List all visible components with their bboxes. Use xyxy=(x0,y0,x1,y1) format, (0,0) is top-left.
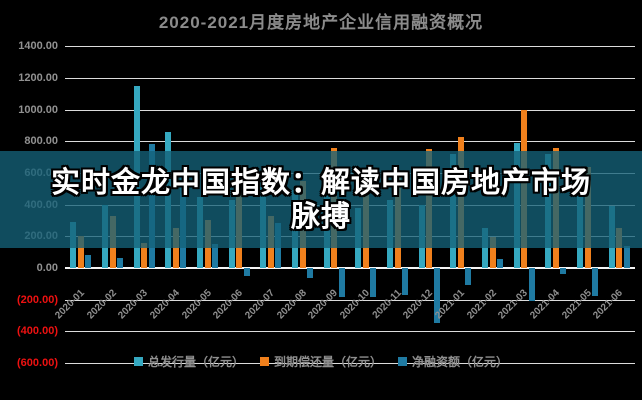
bar-2021-03-s2[interactable] xyxy=(528,268,535,302)
bar-2020-01-s1[interactable] xyxy=(77,235,84,268)
bar-2021-04-s2[interactable] xyxy=(560,268,567,274)
y-tick-label: (400.00) xyxy=(17,325,58,338)
gridline-800 xyxy=(65,141,635,143)
legend-label: 总发行量（亿元） xyxy=(147,355,244,369)
bar-2021-02-s1[interactable] xyxy=(489,237,496,268)
bar-2020-12-s2[interactable] xyxy=(433,268,440,324)
legend-label: 到期偿还量（亿元） xyxy=(273,355,382,369)
bar-2020-04-s1[interactable] xyxy=(172,228,179,268)
legend-item-1[interactable]: 到期偿还量（亿元） xyxy=(259,353,382,370)
gridline-1200 xyxy=(65,77,635,79)
legend-label: 净融资额（亿元） xyxy=(412,355,509,369)
bar-2020-06-s2[interactable] xyxy=(243,268,250,276)
bar-2021-06-s1[interactable] xyxy=(616,228,623,268)
bar-2021-01-s2[interactable] xyxy=(465,268,472,285)
legend-swatch-icon xyxy=(398,357,407,366)
bar-2020-10-s2[interactable] xyxy=(370,268,377,297)
y-tick-label: (200.00) xyxy=(17,293,58,306)
legend-item-0[interactable]: 总发行量（亿元） xyxy=(133,353,244,370)
y-tick-label: 1400.00 xyxy=(18,40,58,53)
gridline-1000 xyxy=(65,109,635,111)
y-tick-label: 1000.00 xyxy=(18,103,58,116)
bar-2021-02-s0[interactable] xyxy=(482,228,488,268)
y-tick-label: 800.00 xyxy=(24,135,58,148)
bar-2020-09-s2[interactable] xyxy=(338,268,345,297)
chart-legend: 总发行量（亿元） 到期偿还量（亿元） 净融资额（亿元） xyxy=(0,353,642,370)
legend-swatch-icon xyxy=(259,357,269,366)
legend-swatch-icon xyxy=(133,357,143,366)
gridline--200 xyxy=(65,299,635,301)
bar-2020-01-s2[interactable] xyxy=(85,254,92,268)
gridline-0 xyxy=(65,267,635,269)
bar-2021-02-s2[interactable] xyxy=(497,259,503,268)
chart-title: 2020-2021月度房地产企业信用融资概况 xyxy=(158,13,484,32)
y-tick-label: 1200.00 xyxy=(18,71,58,84)
bar-2020-05-s2[interactable] xyxy=(212,244,218,268)
y-tick-label: (600.00) xyxy=(17,357,58,369)
bar-2021-06-s2[interactable] xyxy=(623,245,630,268)
gridline-1400 xyxy=(65,46,635,48)
legend-item-2[interactable]: 净融资额（亿元） xyxy=(398,353,508,370)
headline-line-2: 脉搏 xyxy=(290,200,351,233)
bar-2021-05-s2[interactable] xyxy=(592,268,598,296)
bar-2020-08-s2[interactable] xyxy=(307,268,313,278)
bar-2020-02-s2[interactable] xyxy=(117,257,123,268)
gridline--600 xyxy=(65,363,635,364)
headline-line-1: 实时金龙中国指数：解读中国房地产市场 xyxy=(50,166,591,199)
headline-overlay-band: 实时金龙中国指数：解读中国房地产市场 脉搏 xyxy=(0,151,642,248)
gridline--400 xyxy=(65,331,635,333)
y-tick-label: 0.00 xyxy=(36,262,58,274)
bar-2020-11-s2[interactable] xyxy=(402,268,408,295)
bar-2020-03-s1[interactable] xyxy=(141,243,148,268)
